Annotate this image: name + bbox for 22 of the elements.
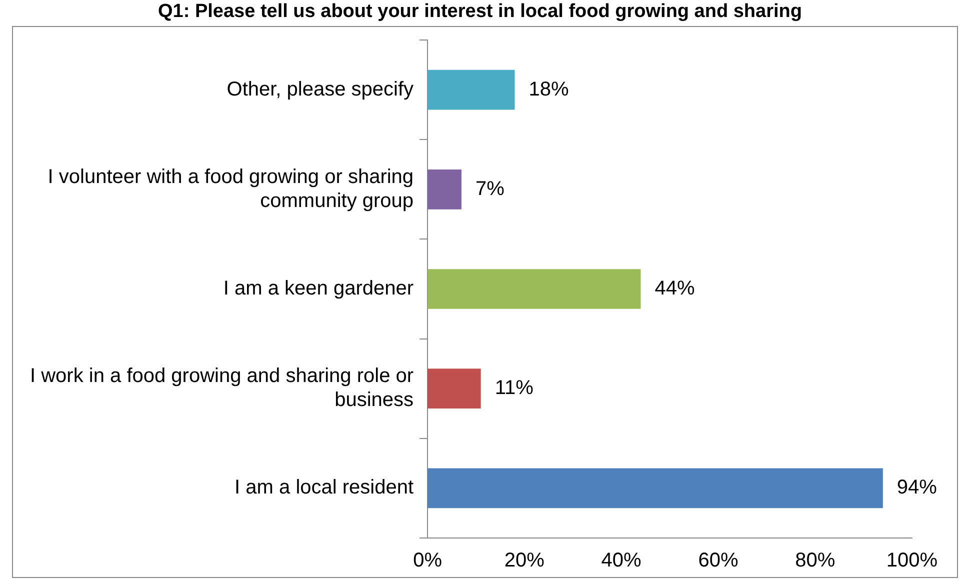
y-tick-label: I am a keen gardener [223, 278, 414, 300]
bar [428, 169, 462, 210]
data-label: 7% [475, 178, 505, 200]
x-tick-label: 60% [698, 550, 738, 572]
bar [428, 269, 641, 309]
y-tick-label: Other, please specify [226, 78, 414, 100]
chart-title: Q1: Please tell us about your interest in local food growing and sharing [157, 0, 803, 24]
bar [428, 468, 883, 508]
x-tick-label: 80% [795, 550, 836, 572]
y-tick-label: I volunteer with a food growing or sharing community group [48, 166, 414, 212]
x-tick-label: 100% [886, 550, 938, 572]
y-tick-label: I work in a food growing and sharing role or business [30, 365, 414, 412]
x-tick-label: 0% [413, 550, 442, 572]
y-tick-label: I am a local resident [234, 476, 414, 499]
bar [428, 70, 515, 110]
data-label: 44% [654, 278, 695, 300]
data-label: 94% [896, 476, 938, 499]
x-tick-label: 40% [601, 550, 642, 572]
x-tick-label: 20% [504, 550, 545, 572]
bar [428, 368, 481, 409]
data-label: 11% [494, 377, 534, 400]
data-label: 18% [528, 78, 569, 100]
